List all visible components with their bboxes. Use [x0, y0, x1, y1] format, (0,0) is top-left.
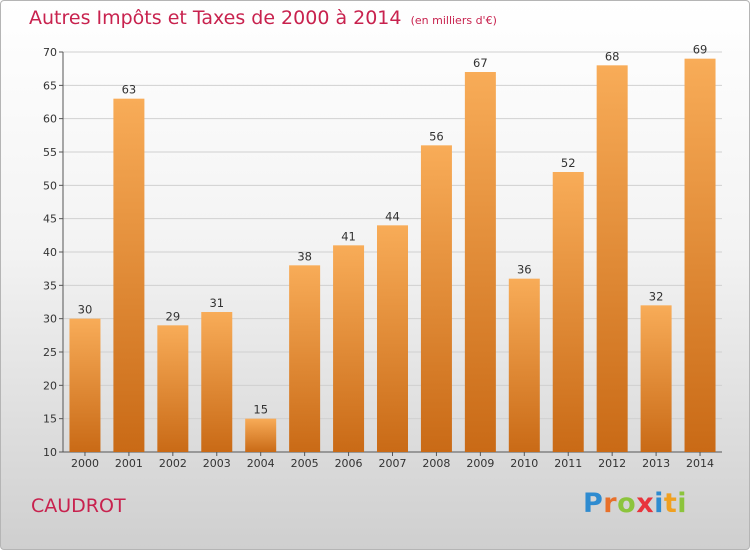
x-tick-label: 2013: [642, 457, 670, 470]
bar: [113, 98, 145, 453]
data-label: 44: [385, 209, 400, 223]
bar: [596, 65, 628, 452]
bar: [69, 318, 101, 452]
chart-title-unit: (en milliers d'€): [410, 14, 497, 27]
x-tick-label: 2009: [466, 457, 494, 470]
data-label: 30: [78, 303, 93, 317]
bar: [245, 418, 277, 452]
y-tick-label: 30: [43, 313, 57, 326]
x-tick-label: 2006: [335, 457, 363, 470]
logo-letter: P: [583, 488, 604, 519]
bar: [640, 305, 672, 452]
data-label: 41: [341, 229, 356, 243]
x-tick-label: 2007: [379, 457, 407, 470]
data-label: 63: [122, 83, 137, 97]
x-tick-label: 2008: [422, 457, 450, 470]
chart-title: Autres Impôts et Taxes de 2000 à 2014 (e…: [29, 7, 497, 29]
data-label: 31: [209, 296, 224, 310]
data-label: 36: [517, 263, 532, 277]
y-tick-label: 70: [43, 46, 57, 59]
y-tick-label: 10: [43, 446, 57, 459]
logo-letter: o: [617, 488, 637, 519]
bar: [333, 245, 365, 452]
bar: [464, 72, 496, 452]
x-tick-label: 2011: [554, 457, 582, 470]
logo-letter: x: [636, 488, 655, 519]
bar: [201, 312, 233, 452]
data-label: 29: [166, 309, 181, 323]
x-tick-label: 2005: [291, 457, 319, 470]
commune-name: CAUDROT: [31, 495, 126, 517]
y-tick-label: 55: [43, 146, 57, 159]
y-tick-label: 15: [43, 413, 57, 426]
chart-title-main: Autres Impôts et Taxes de 2000 à 2014: [29, 7, 402, 29]
logo-letter: i: [677, 488, 688, 519]
logo-letter: r: [603, 488, 618, 519]
x-tick-label: 2012: [598, 457, 626, 470]
y-tick-label: 25: [43, 346, 57, 359]
y-tick-label: 50: [43, 179, 57, 192]
data-label: 56: [429, 129, 444, 143]
bar: [289, 265, 321, 452]
y-tick-label: 40: [43, 246, 57, 259]
data-label: 15: [253, 403, 268, 417]
data-label: 32: [649, 289, 664, 303]
x-tick-label: 2014: [686, 457, 714, 470]
data-label: 38: [297, 249, 312, 263]
bar: [420, 145, 452, 453]
bar: [552, 172, 584, 452]
x-tick-label: 2002: [159, 457, 187, 470]
x-tick-label: 2000: [71, 457, 99, 470]
x-tick-label: 2010: [510, 457, 538, 470]
y-tick-label: 60: [43, 113, 57, 126]
y-tick-label: 20: [43, 379, 57, 392]
logo-letter: i: [654, 488, 664, 519]
x-tick-label: 2003: [203, 457, 231, 470]
data-label: 67: [473, 56, 488, 70]
y-tick-label: 65: [43, 79, 57, 92]
data-label: 69: [693, 43, 708, 57]
x-tick-label: 2004: [247, 457, 275, 470]
bar: [684, 58, 716, 453]
bar: [508, 278, 540, 452]
y-tick-label: 45: [43, 213, 57, 226]
logo-letter: t: [663, 488, 678, 519]
bar: [157, 325, 189, 452]
data-label: 52: [561, 156, 576, 170]
bar: [377, 225, 408, 452]
x-tick-label: 2001: [115, 457, 143, 470]
data-label: 68: [605, 49, 620, 63]
y-tick-label: 35: [43, 279, 57, 292]
proxiti-logo: Proxiti: [583, 488, 687, 519]
